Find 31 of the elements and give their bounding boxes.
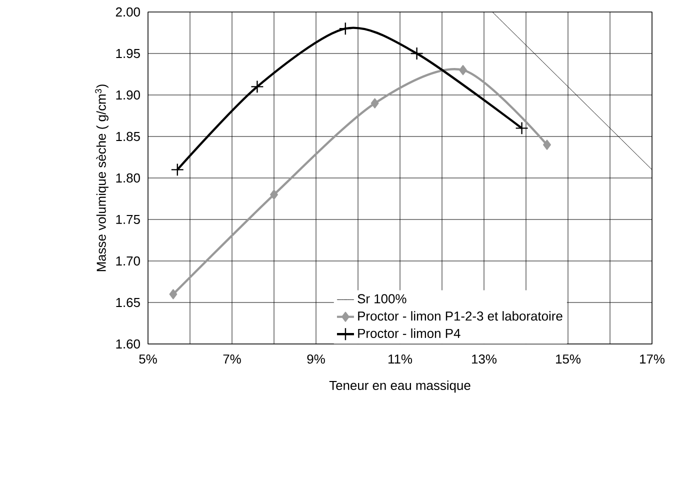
point <box>459 65 467 76</box>
point <box>250 80 264 94</box>
x-tick-label: 13% <box>472 354 497 364</box>
x-axis-title: Teneur en eau massique <box>329 380 470 393</box>
y-axis-title: Masse volumique sèche ( g/cm$^{3}$) <box>95 84 108 272</box>
y-tick-label: 1.90 <box>116 90 140 100</box>
x-tick-label: 7% <box>223 354 241 364</box>
point <box>410 46 424 60</box>
y-tick-label: 2.00 <box>116 7 140 17</box>
y-tick-label: 1.85 <box>116 132 140 142</box>
y-tick-label: 1.70 <box>116 256 140 266</box>
y-tick-label: 1.60 <box>116 339 140 349</box>
point <box>370 98 379 108</box>
point <box>515 122 528 135</box>
point <box>338 22 352 36</box>
legend-label: Proctor - limon P1-2-3 et laboratoire <box>358 311 562 321</box>
legend-label: Sr 100% <box>358 294 406 304</box>
point <box>270 190 278 200</box>
legend-label: Proctor - limon P4 <box>358 328 460 338</box>
point <box>170 163 184 176</box>
x-tick-label: 15% <box>556 354 581 364</box>
y-tick-label: 1.95 <box>116 48 140 58</box>
x-tick-label: 11% <box>388 354 412 364</box>
y-tick-label: 1.65 <box>116 298 140 308</box>
y-tick-label: 1.80 <box>116 173 140 183</box>
point <box>169 289 178 300</box>
x-tick-label: 17% <box>640 354 665 364</box>
y-tick-label: 1.75 <box>116 214 140 224</box>
x-tick-label: 9% <box>307 354 325 364</box>
x-tick-label: 5% <box>139 354 157 364</box>
point <box>543 140 551 150</box>
